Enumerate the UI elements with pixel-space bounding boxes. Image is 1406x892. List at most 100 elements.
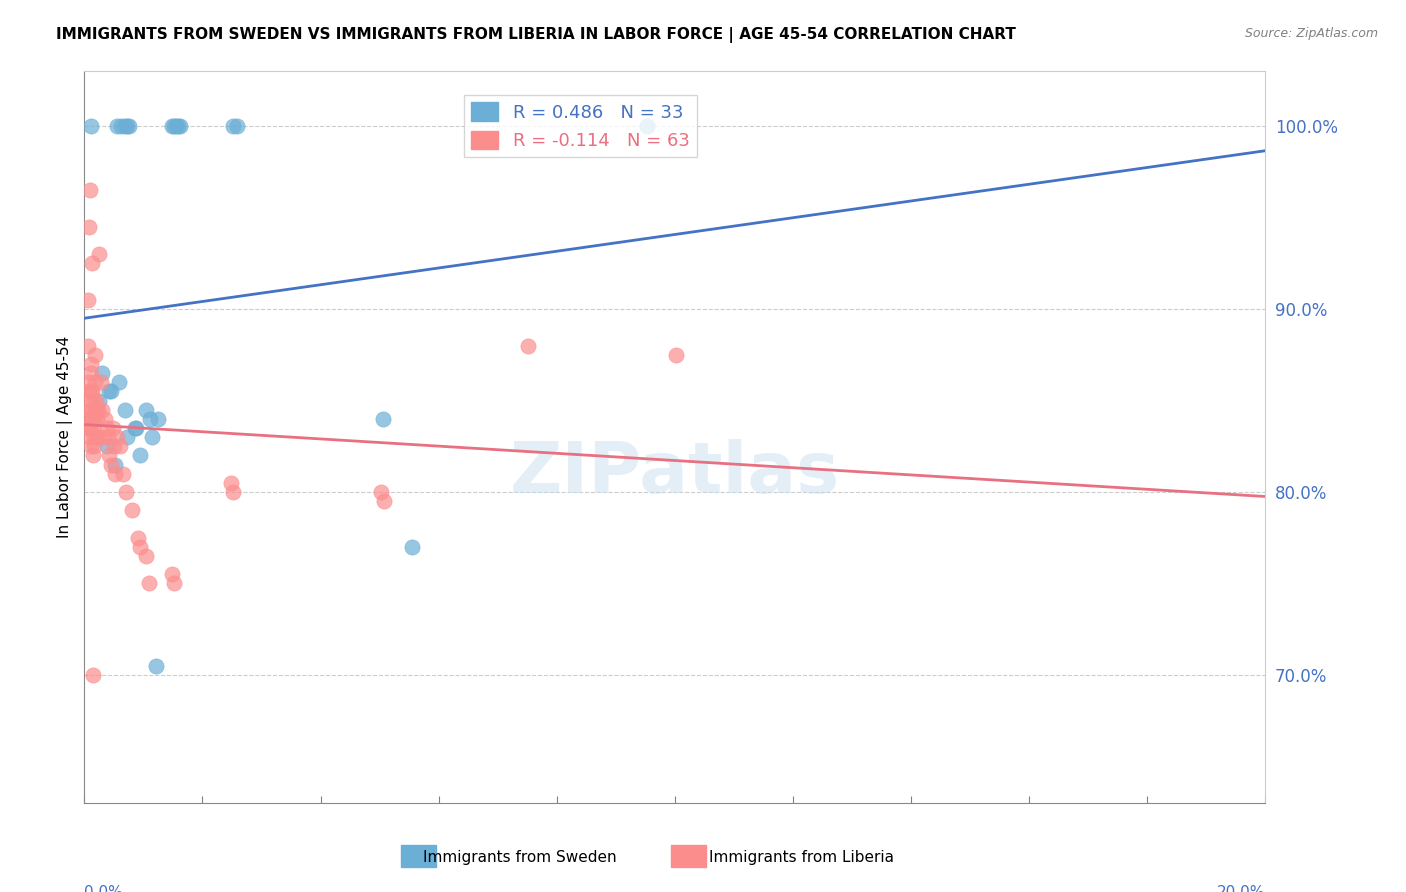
- Y-axis label: In Labor Force | Age 45-54: In Labor Force | Age 45-54: [58, 336, 73, 538]
- Point: [104, 458, 127, 472]
- Point: [225, 120, 247, 134]
- Point: [145, 658, 167, 673]
- Point: [166, 120, 188, 134]
- Point: [91, 430, 114, 444]
- Point: [139, 412, 162, 426]
- Text: Source: ZipAtlas.com: Source: ZipAtlas.com: [1244, 27, 1378, 40]
- Point: [108, 439, 131, 453]
- Point: [121, 503, 143, 517]
- Point: [79, 393, 101, 408]
- Point: [129, 540, 152, 554]
- Text: Immigrants from Sweden: Immigrants from Sweden: [423, 850, 617, 865]
- Text: Immigrants from Liberia: Immigrants from Liberia: [709, 850, 894, 865]
- Point: [114, 485, 136, 500]
- Point: [96, 421, 118, 435]
- Point: [401, 540, 423, 554]
- Point: [80, 357, 103, 371]
- Point: [107, 376, 129, 390]
- Point: [135, 549, 157, 563]
- Point: [82, 668, 104, 682]
- Point: [169, 120, 191, 134]
- Point: [222, 485, 245, 500]
- Point: [222, 120, 245, 134]
- Point: [636, 120, 658, 134]
- Point: [80, 439, 103, 453]
- Point: [103, 439, 125, 453]
- Point: [125, 421, 148, 435]
- Point: [77, 421, 100, 435]
- Text: 20.0%: 20.0%: [1218, 885, 1265, 892]
- Point: [135, 402, 157, 417]
- Text: ZIPatlas: ZIPatlas: [510, 439, 839, 508]
- Point: [100, 458, 122, 472]
- Point: [110, 120, 132, 134]
- Point: [371, 412, 394, 426]
- Point: [115, 120, 138, 134]
- Point: [79, 183, 101, 197]
- Point: [129, 449, 152, 463]
- Point: [219, 475, 242, 490]
- Point: [665, 348, 688, 362]
- Point: [86, 430, 108, 444]
- Point: [80, 120, 103, 134]
- Point: [82, 412, 104, 426]
- Point: [114, 402, 136, 417]
- Point: [96, 439, 118, 453]
- Point: [77, 339, 100, 353]
- Point: [80, 366, 103, 380]
- Point: [84, 376, 107, 390]
- Point: [111, 467, 134, 481]
- Point: [118, 120, 141, 134]
- Point: [87, 402, 110, 417]
- Point: [127, 531, 149, 545]
- Point: [105, 430, 128, 444]
- Point: [82, 449, 104, 463]
- Point: [91, 402, 114, 417]
- Point: [90, 376, 112, 390]
- Point: [373, 494, 395, 508]
- Bar: [671, 845, 706, 867]
- Point: [104, 467, 127, 481]
- Point: [91, 366, 114, 380]
- Point: [141, 430, 163, 444]
- Point: [79, 402, 101, 417]
- Point: [82, 421, 104, 435]
- Point: [163, 576, 186, 591]
- Point: [79, 402, 101, 417]
- Point: [517, 339, 540, 353]
- Point: [80, 256, 103, 270]
- Point: [86, 412, 108, 426]
- Point: [97, 430, 120, 444]
- Point: [98, 449, 121, 463]
- Point: [98, 384, 121, 399]
- Point: [165, 120, 187, 134]
- Point: [94, 412, 117, 426]
- Point: [101, 421, 124, 435]
- Point: [163, 120, 186, 134]
- Text: IMMIGRANTS FROM SWEDEN VS IMMIGRANTS FROM LIBERIA IN LABOR FORCE | AGE 45-54 COR: IMMIGRANTS FROM SWEDEN VS IMMIGRANTS FRO…: [56, 27, 1017, 43]
- Point: [84, 348, 107, 362]
- Point: [80, 384, 103, 399]
- Point: [160, 120, 183, 134]
- Point: [77, 376, 100, 390]
- Point: [80, 384, 103, 399]
- Point: [84, 402, 107, 417]
- Point: [124, 421, 146, 435]
- Point: [77, 384, 100, 399]
- Point: [77, 293, 100, 307]
- Point: [82, 393, 104, 408]
- Point: [76, 412, 98, 426]
- Point: [79, 421, 101, 435]
- Point: [84, 393, 107, 408]
- Bar: [401, 845, 436, 867]
- Point: [79, 430, 101, 444]
- Point: [83, 439, 105, 453]
- Point: [138, 576, 160, 591]
- Text: 0.0%: 0.0%: [84, 885, 124, 892]
- Point: [77, 219, 100, 234]
- Legend: R = 0.486   N = 33, R = -0.114   N = 63: R = 0.486 N = 33, R = -0.114 N = 63: [464, 95, 697, 157]
- Point: [100, 384, 122, 399]
- Point: [115, 430, 138, 444]
- Point: [105, 120, 128, 134]
- Point: [160, 567, 183, 582]
